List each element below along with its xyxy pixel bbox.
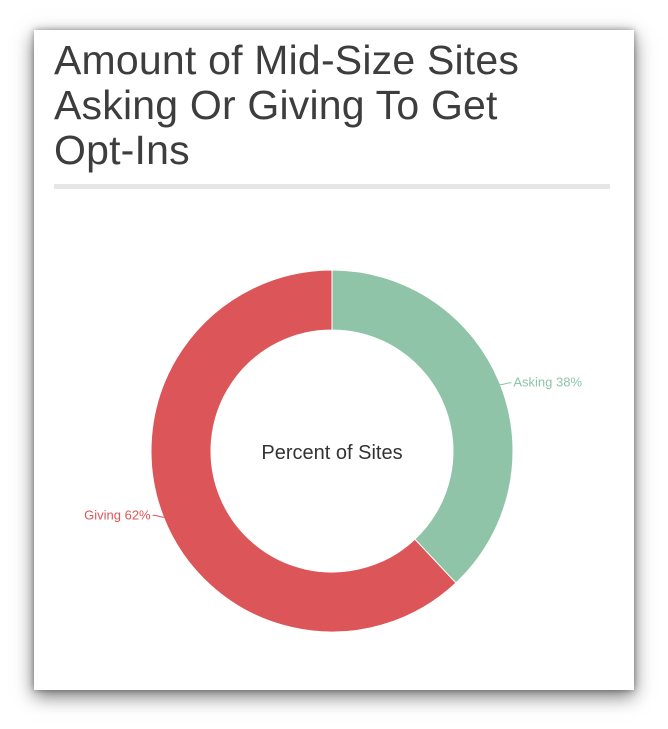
slice-label-asking: Asking 38%: [513, 375, 582, 390]
chart-title-line-1: Amount of Mid-Size Sites: [54, 37, 520, 83]
chart-title-line-2: Asking Or Giving To Get: [54, 82, 498, 128]
donut-labels: Asking 38% Giving 62%: [84, 375, 582, 523]
chart-title: Amount of Mid-Size Sites Asking Or Givin…: [54, 38, 614, 173]
donut-slices: [150, 269, 514, 633]
donut-chart: Asking 38% Giving 62% Percent of Sites: [84, 269, 582, 633]
leader-line-asking: [499, 382, 512, 386]
slice-label-giving: Giving 62%: [84, 507, 151, 522]
chart-title-line-3: Opt-Ins: [54, 127, 190, 173]
donut-center-label: Percent of Sites: [261, 442, 402, 464]
leader-line-giving: [152, 514, 165, 518]
donut-slice-giving: [150, 269, 457, 633]
donut-slice-asking: [331, 269, 514, 584]
chart-card: Amount of Mid-Size Sites Asking Or Givin…: [34, 30, 634, 690]
title-divider: [54, 184, 610, 189]
